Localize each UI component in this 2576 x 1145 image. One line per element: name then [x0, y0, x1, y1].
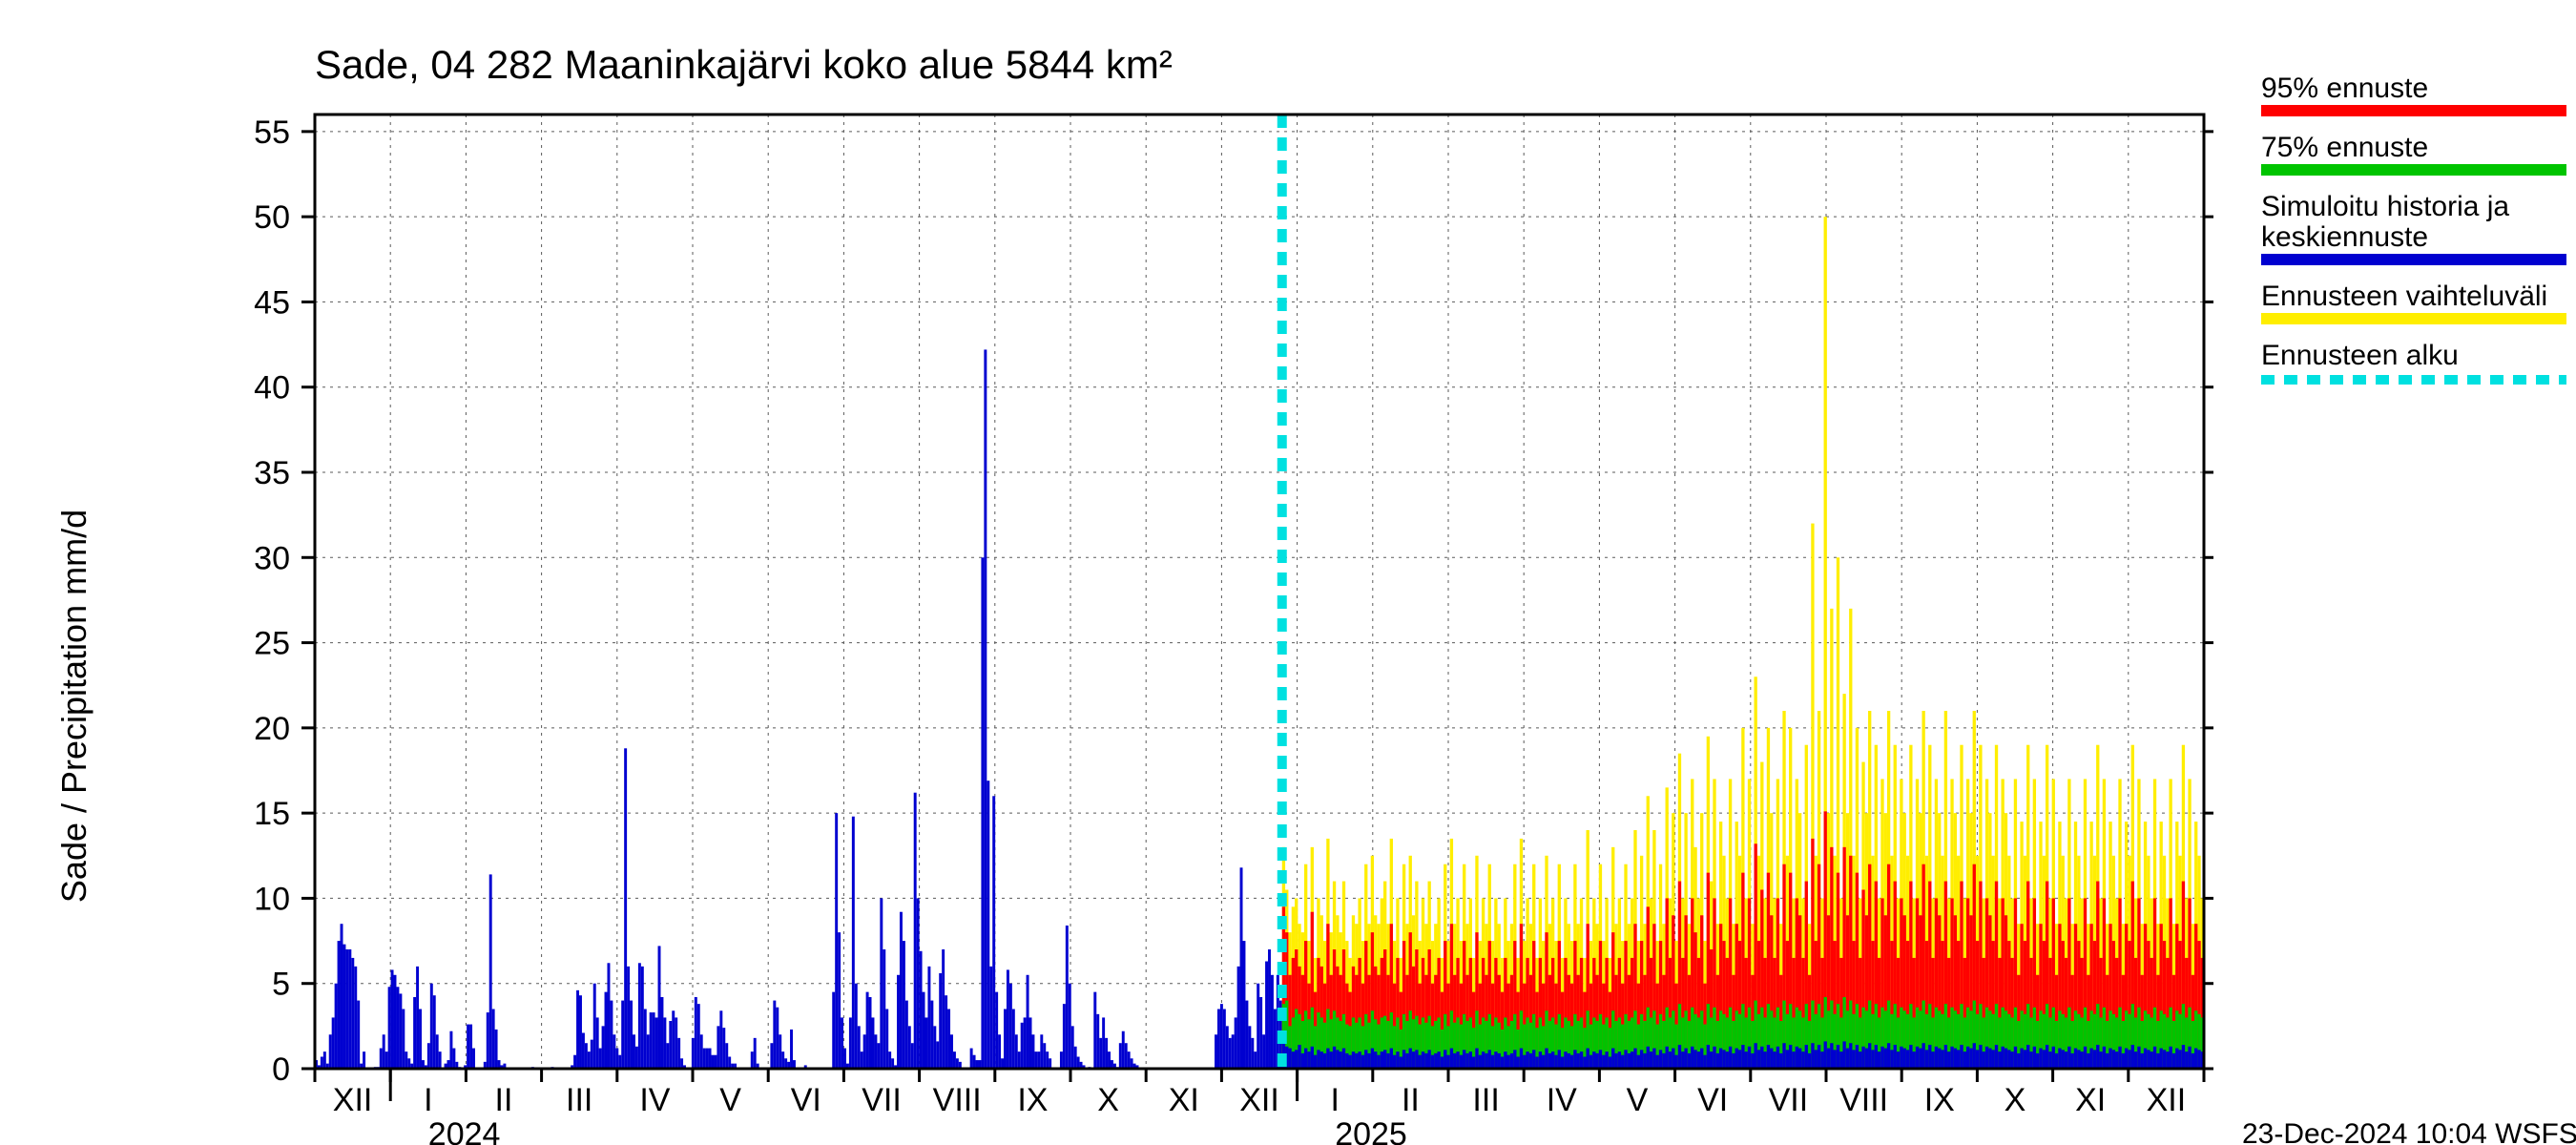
legend-swatch — [2261, 313, 2566, 324]
chart-title: Sade, 04 282 Maaninkajärvi koko alue 584… — [315, 42, 1173, 87]
x-month-label: VI — [791, 1082, 821, 1118]
x-month-label: XII — [2147, 1082, 2187, 1118]
x-month-label: VI — [1697, 1082, 1728, 1118]
y-tick-label: 15 — [254, 796, 290, 832]
legend-label: Ennusteen vaihteluväli — [2261, 281, 2547, 312]
y-tick-label: 25 — [254, 626, 290, 662]
x-month-label: II — [1402, 1082, 1420, 1118]
y-tick-label: 35 — [254, 455, 290, 491]
precipitation-chart: 0510152025303540455055XIIIIIIIIIVVVIVIIV… — [0, 0, 2576, 1145]
x-month-label: V — [1627, 1082, 1649, 1118]
x-month-label: X — [1097, 1082, 1119, 1118]
y-tick-label: 45 — [254, 284, 290, 321]
x-month-label: VII — [1769, 1082, 1809, 1118]
legend-swatch — [2261, 105, 2566, 116]
legend-swatch — [2261, 254, 2566, 265]
x-month-label: II — [495, 1082, 513, 1118]
x-month-label: III — [1472, 1082, 1499, 1118]
x-month-label: IX — [1924, 1082, 1955, 1118]
x-month-label: IV — [639, 1082, 670, 1118]
y-tick-label: 50 — [254, 199, 290, 236]
x-month-label: XI — [1169, 1082, 1199, 1118]
x-month-label: IX — [1017, 1082, 1048, 1118]
x-month-label: I — [424, 1082, 432, 1118]
legend-label: Ennusteen alku — [2261, 340, 2459, 371]
y-tick-label: 55 — [254, 114, 290, 151]
x-month-label: VIII — [1839, 1082, 1888, 1118]
x-month-label: I — [1330, 1082, 1339, 1118]
legend-label: 95% ennuste — [2261, 73, 2428, 104]
legend-label: keskiennuste — [2261, 221, 2428, 253]
legend-label: Simuloitu historia ja — [2261, 191, 2509, 222]
x-month-label: VIII — [933, 1082, 982, 1118]
x-year-label: 2025 — [1335, 1116, 1407, 1145]
y-tick-label: 30 — [254, 540, 290, 576]
y-tick-label: 5 — [272, 967, 290, 1003]
x-month-label: X — [2005, 1082, 2026, 1118]
y-tick-label: 10 — [254, 881, 290, 917]
y-tick-label: 0 — [272, 1051, 290, 1088]
chart-footer: 23-Dec-2024 10:04 WSFS-O — [2242, 1118, 2576, 1145]
legend-label: 75% ennuste — [2261, 132, 2428, 163]
x-year-label: 2024 — [428, 1116, 501, 1145]
x-month-label: XII — [1239, 1082, 1279, 1118]
legend-swatch — [2261, 164, 2566, 176]
x-month-label: V — [719, 1082, 741, 1118]
x-month-label: XII — [333, 1082, 373, 1118]
x-month-label: XI — [2075, 1082, 2106, 1118]
y-tick-label: 40 — [254, 370, 290, 406]
y-axis-label: Sade / Precipitation mm/d — [54, 510, 93, 903]
x-month-label: IV — [1547, 1082, 1577, 1118]
y-tick-label: 20 — [254, 711, 290, 747]
x-month-label: III — [566, 1082, 592, 1118]
x-month-label: VII — [862, 1082, 902, 1118]
